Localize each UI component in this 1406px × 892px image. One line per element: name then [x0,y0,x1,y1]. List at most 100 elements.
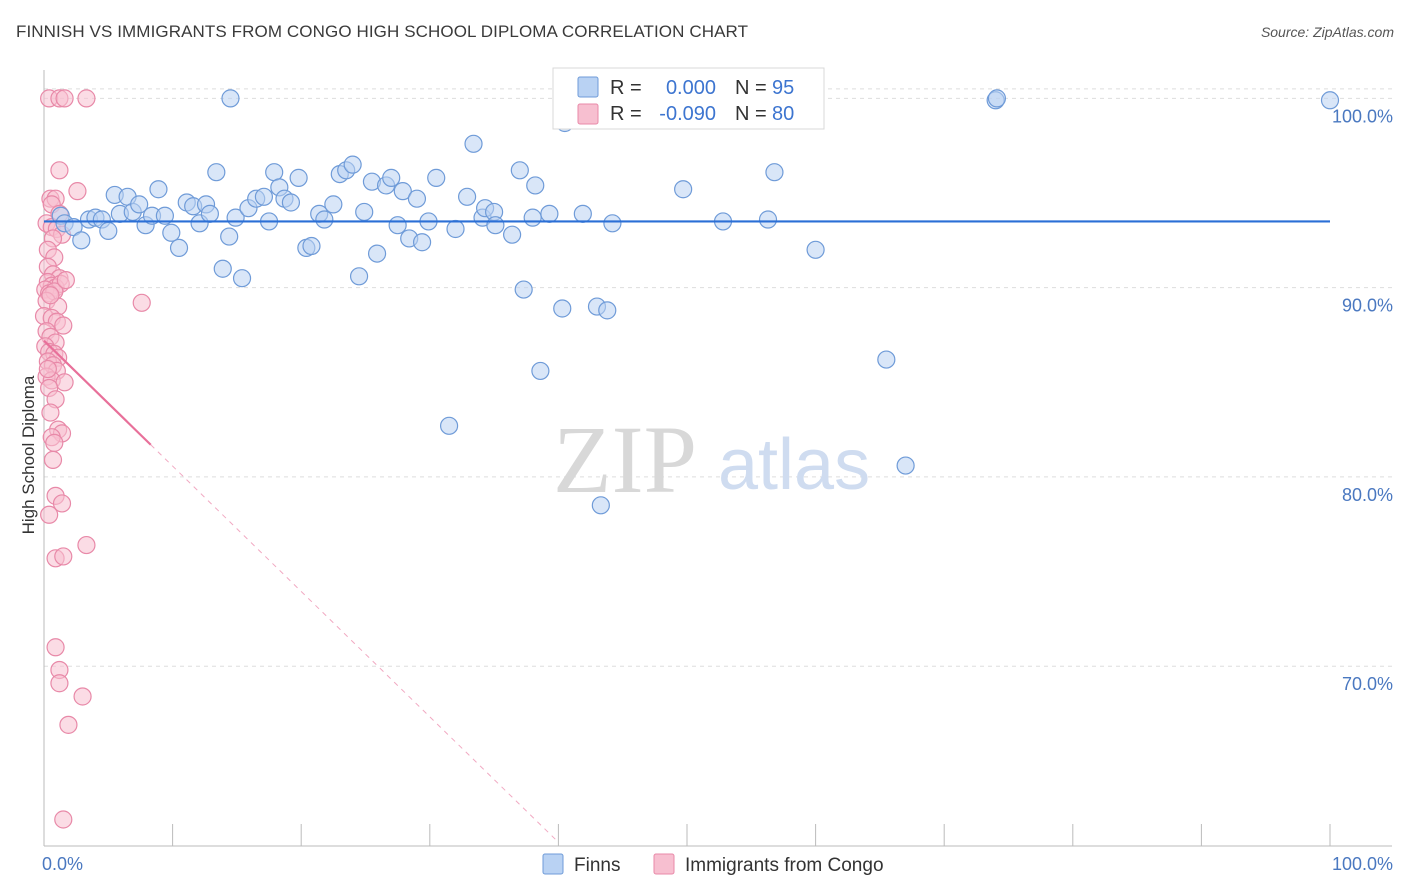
congo-point[interactable] [50,674,69,693]
finns-point[interactable] [382,168,401,187]
finns-point[interactable] [130,195,149,214]
finns-point[interactable] [523,208,542,227]
finns-point[interactable] [531,361,550,381]
finns-point[interactable] [765,163,784,182]
finns-point[interactable] [265,163,284,182]
legend-label-finns[interactable]: Finns [574,855,620,876]
finns-point[interactable] [207,163,226,182]
axes-layer: 70.0% 80.0% 90.0% 100.0% 0.0% 100.0% [42,70,1393,874]
congo-trend-line [43,339,152,446]
finns-point[interactable] [510,161,529,180]
finns-point[interactable] [200,204,219,223]
finns-point[interactable] [758,210,778,229]
stats-swatch-congo [577,103,599,125]
congo-point[interactable] [55,89,74,108]
congo-point[interactable] [56,270,75,290]
y-axis-label: High School Diploma [19,375,38,534]
finns-point[interactable] [343,155,362,174]
finns-point[interactable] [553,299,572,318]
finns-point[interactable] [896,456,915,475]
congo-point[interactable] [68,182,87,201]
stats-swatch-finns [577,76,599,98]
finns-point[interactable] [302,236,321,256]
congo-point[interactable] [46,638,65,657]
congo-point[interactable] [77,89,96,108]
finns-point[interactable] [355,202,374,222]
finns-point[interactable] [162,223,181,242]
congo-point[interactable] [132,293,151,312]
finns-point[interactable] [412,233,432,252]
congo-point[interactable] [43,450,63,469]
congo-point[interactable] [54,547,73,566]
finns-point[interactable] [149,180,168,199]
finns-point[interactable] [221,89,240,108]
chart-title: FINNISH VS IMMIGRANTS FROM CONGO HIGH SC… [16,22,749,41]
finns-point[interactable] [598,301,617,320]
finns-point[interactable] [877,350,896,369]
finns-point[interactable] [213,259,232,278]
finns-point[interactable] [220,227,239,246]
finns-point[interactable] [464,134,483,153]
finns-point[interactable] [427,168,446,187]
congo-point[interactable] [55,373,74,392]
congo-point[interactable] [40,505,59,524]
congo-point[interactable] [41,403,60,422]
legend-swatch-congo[interactable] [653,853,675,875]
finns-point[interactable] [393,182,412,201]
congo-point[interactable] [54,810,73,829]
y-tick-label: 100.0% [1332,106,1393,126]
finns-point[interactable] [674,180,693,199]
stats-n-value-congo: 80 [772,103,794,125]
congo-point[interactable] [38,359,57,379]
finns-point[interactable] [99,221,118,240]
finns-point[interactable] [526,176,545,195]
finns-point[interactable] [446,219,465,239]
congo-point[interactable] [52,494,72,513]
congo-point[interactable] [45,433,64,452]
congo-point[interactable] [59,715,78,734]
watermark-zip: ZIP [553,406,697,513]
finns-point[interactable] [367,244,387,263]
finns-point[interactable] [503,225,522,244]
congo-point[interactable] [54,316,73,335]
congo-point[interactable] [41,286,60,305]
finns-point[interactable] [514,280,533,299]
watermark-atlas: atlas [718,425,870,505]
finns-point[interactable] [457,187,477,206]
congo-point[interactable] [77,535,96,555]
congo-point[interactable] [50,161,69,180]
finns-point[interactable] [540,204,559,223]
finns-point[interactable] [281,193,301,212]
bottom-legend: Finns Immigrants from Congo [542,853,884,876]
finns-point[interactable] [289,168,308,187]
finns-point[interactable] [603,214,622,233]
finns-point[interactable] [388,216,407,235]
x-tick-label-min: 0.0% [42,854,83,874]
finns-point[interactable] [1320,91,1340,110]
finns-point[interactable] [232,269,252,288]
congo-point[interactable] [73,687,92,706]
legend-label-congo[interactable]: Immigrants from Congo [685,855,884,876]
finns-point[interactable] [349,267,369,286]
finns-point[interactable] [439,416,459,435]
chart-source: Source: ZipAtlas.com [1260,24,1394,40]
finns-point[interactable] [573,204,592,223]
finns-point[interactable] [324,195,343,214]
finns-point[interactable] [987,89,1007,108]
y-tick-label: 90.0% [1342,296,1393,316]
finns-point[interactable] [806,240,825,259]
points-layer [34,89,1340,829]
legend-swatch-finns[interactable] [542,853,564,875]
finns-point[interactable] [486,216,505,235]
finns-point[interactable] [315,210,334,229]
stats-n-label-congo: N = [735,103,767,125]
finns-point[interactable] [407,189,427,208]
finns-point[interactable] [254,187,274,206]
finns-point[interactable] [72,231,91,250]
finns-point[interactable] [155,206,174,225]
finns-point[interactable] [591,496,610,515]
stats-r-value-congo: -0.090 [659,103,716,125]
finns-point[interactable] [169,238,189,258]
watermark: ZIP atlas [553,406,870,513]
